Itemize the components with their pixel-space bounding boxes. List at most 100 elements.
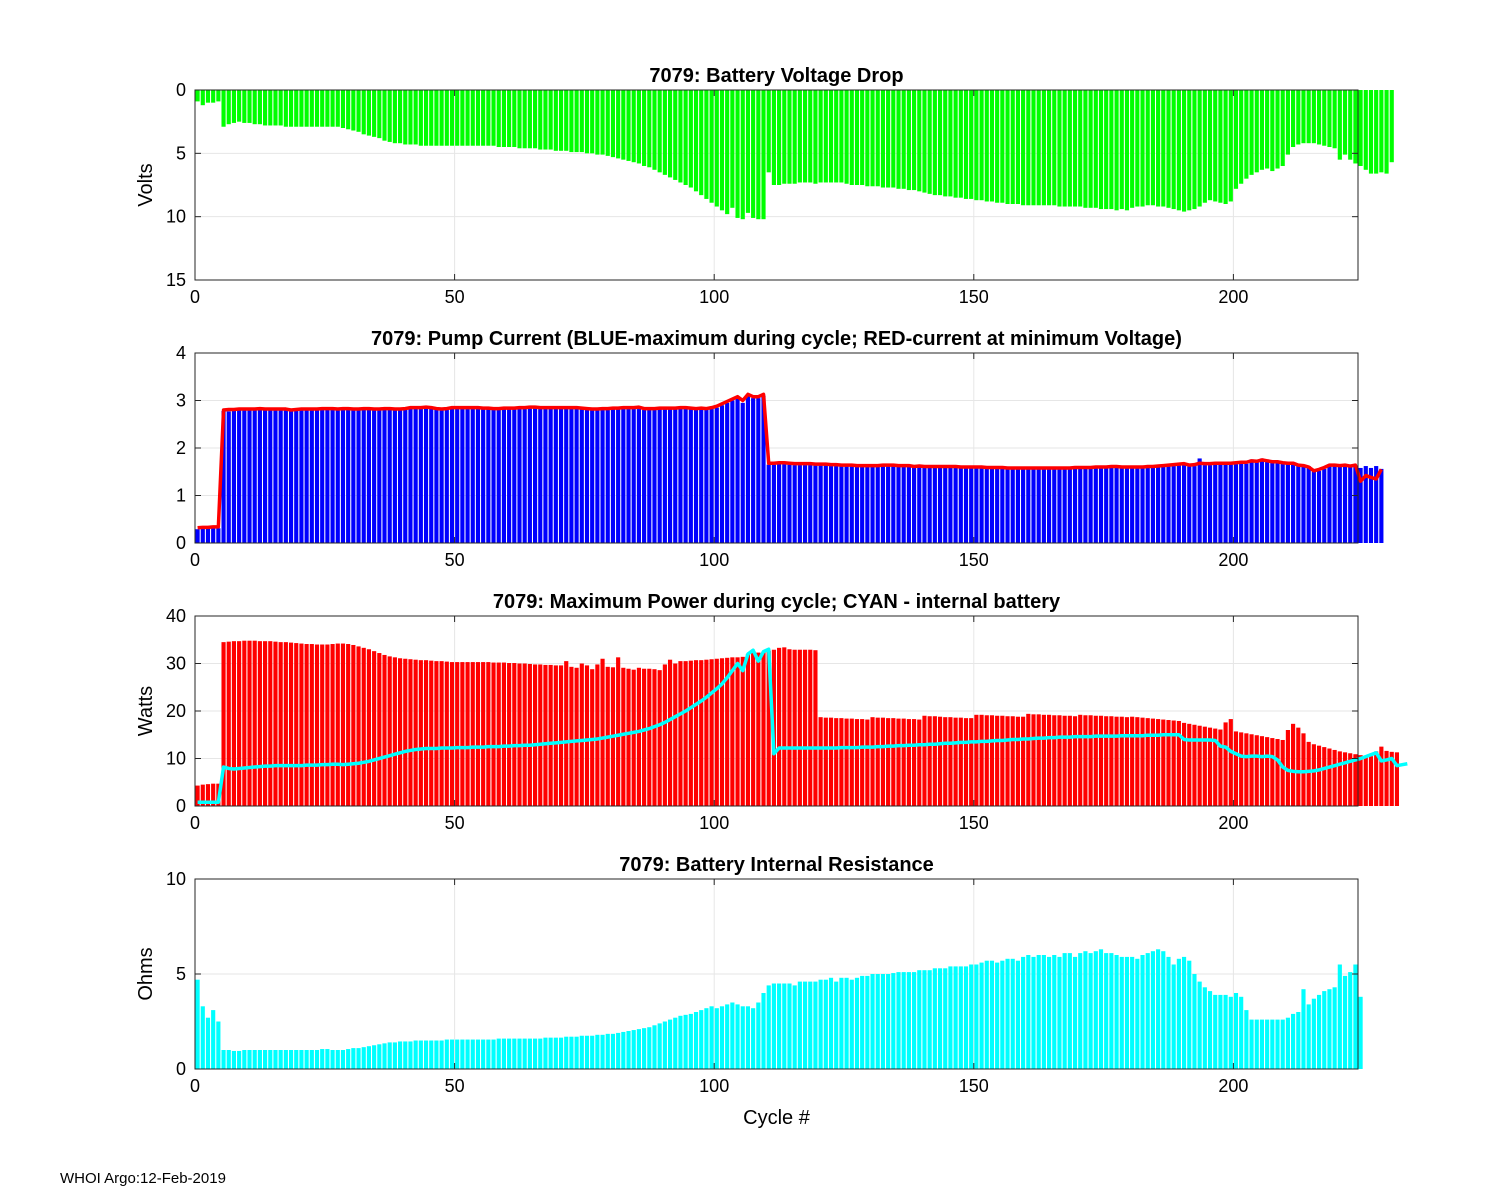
- bar: [221, 90, 226, 127]
- bar: [1394, 752, 1400, 806]
- bar: [678, 1015, 683, 1069]
- bar: [1098, 949, 1104, 1069]
- bar: [512, 1038, 517, 1069]
- bar: [1389, 90, 1394, 163]
- bar: [626, 1031, 631, 1069]
- bar: [226, 90, 231, 125]
- bar: [735, 1004, 740, 1069]
- bar: [237, 410, 242, 543]
- bar: [766, 90, 771, 173]
- bar: [906, 90, 911, 191]
- bar: [647, 90, 652, 168]
- bar: [1083, 468, 1088, 543]
- bar: [937, 968, 943, 1069]
- bar: [979, 468, 984, 543]
- bar: [242, 1050, 247, 1069]
- bar: [486, 409, 491, 543]
- bar: [828, 90, 834, 183]
- x-tick-label: 50: [445, 287, 465, 307]
- x-tick-label: 50: [445, 550, 465, 570]
- bar: [330, 644, 335, 806]
- bar: [886, 974, 891, 1069]
- bar: [1041, 955, 1046, 1069]
- bar: [854, 90, 860, 185]
- bar: [1223, 90, 1228, 204]
- bar: [1072, 90, 1078, 207]
- bar: [1197, 458, 1202, 543]
- bar: [901, 467, 906, 543]
- bar: [1015, 469, 1020, 544]
- bar: [912, 90, 917, 191]
- bar: [356, 646, 361, 806]
- bar: [1368, 467, 1374, 543]
- bar: [844, 718, 849, 806]
- bar: [247, 640, 252, 806]
- bar: [693, 660, 699, 806]
- bar: [766, 464, 771, 544]
- bar: [590, 90, 595, 154]
- bar: [642, 1028, 647, 1069]
- bar: [823, 90, 828, 183]
- bar: [854, 719, 860, 806]
- bar: [756, 398, 761, 544]
- bar: [652, 1025, 657, 1069]
- bar: [1052, 90, 1057, 206]
- bar: [1057, 469, 1062, 544]
- bar: [314, 644, 320, 806]
- bar: [782, 647, 787, 806]
- bar: [621, 667, 626, 806]
- bar: [610, 409, 616, 543]
- bar: [948, 966, 953, 1069]
- bar: [1337, 751, 1342, 807]
- chart-panel-3: 0 50 100 150 200 0 10 20 30 40 7079: Maximum Power…: [135, 591, 1408, 833]
- bar: [1010, 90, 1015, 204]
- bar: [1218, 994, 1223, 1069]
- bar: [309, 1050, 314, 1069]
- bar: [912, 972, 917, 1069]
- bar: [1280, 739, 1285, 806]
- bar: [839, 977, 844, 1069]
- bar: [709, 409, 714, 543]
- bar: [335, 643, 340, 806]
- bar: [205, 528, 211, 543]
- bar: [486, 662, 491, 806]
- bar: [880, 90, 886, 188]
- bar: [771, 983, 776, 1069]
- bar: [782, 90, 787, 184]
- bar: [475, 662, 481, 806]
- bar: [1259, 90, 1265, 170]
- bar: [1041, 90, 1046, 206]
- bar: [896, 718, 901, 806]
- bar: [320, 90, 325, 127]
- bar: [673, 1017, 678, 1069]
- bar: [896, 972, 901, 1069]
- bar: [1322, 468, 1327, 543]
- bar: [948, 90, 953, 197]
- bar: [704, 659, 709, 806]
- bar: [714, 407, 719, 544]
- y-axis-label: Ohms: [135, 947, 157, 1000]
- bar: [813, 650, 818, 806]
- x-tick-label: 150: [959, 1076, 989, 1096]
- x-tick-label: 150: [959, 813, 989, 833]
- bar: [195, 529, 200, 543]
- bar: [616, 409, 621, 543]
- bar: [237, 90, 242, 122]
- bar: [834, 981, 839, 1069]
- y-tick-label: 10: [166, 749, 186, 769]
- bar: [1197, 90, 1202, 207]
- bar: [1202, 465, 1207, 543]
- bar: [418, 90, 423, 146]
- y-tick-label: 40: [166, 606, 186, 626]
- y-axis-label: Watts: [135, 686, 157, 736]
- y-tick-label: 0: [176, 533, 186, 553]
- bar: [631, 1030, 636, 1069]
- bar: [963, 966, 969, 1069]
- bar: [263, 410, 268, 543]
- bar: [423, 408, 429, 543]
- bar: [257, 409, 262, 543]
- bar: [1332, 90, 1337, 149]
- bar: [652, 669, 657, 806]
- bar: [636, 1029, 641, 1069]
- bar: [1031, 469, 1036, 544]
